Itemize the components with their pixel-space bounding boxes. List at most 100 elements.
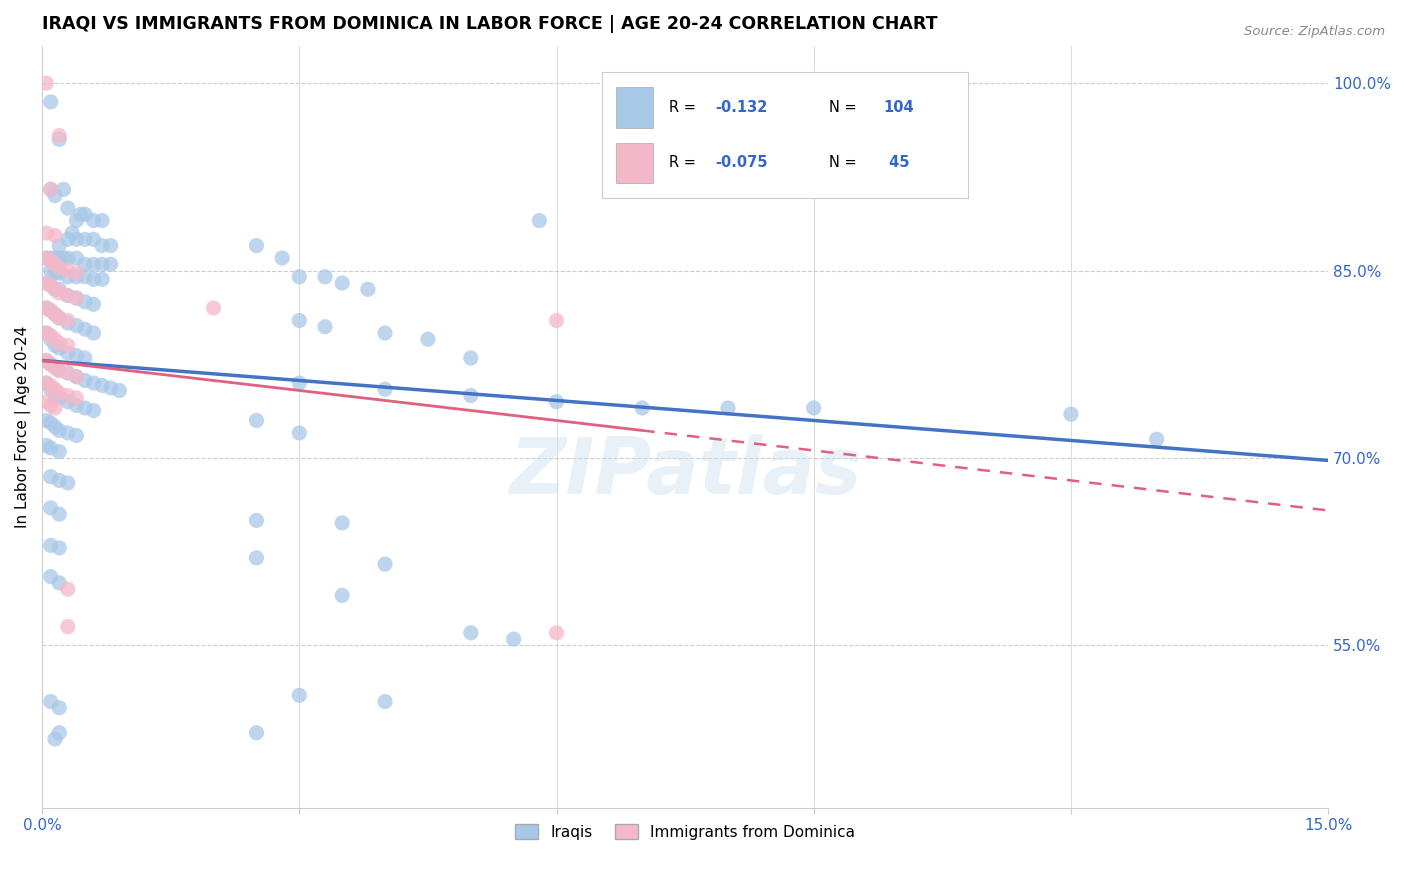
Point xyxy=(39,357,62,371)
Point xyxy=(288,425,311,440)
Point xyxy=(56,251,79,265)
Point xyxy=(1060,407,1083,421)
Point xyxy=(48,507,70,521)
Point xyxy=(65,428,87,442)
Point xyxy=(44,332,66,346)
Point xyxy=(39,399,62,413)
Point xyxy=(48,266,70,280)
Point xyxy=(35,226,58,240)
Point xyxy=(717,401,740,415)
Point xyxy=(44,228,66,243)
Point xyxy=(56,582,79,596)
Point xyxy=(374,382,396,396)
Point xyxy=(374,557,396,571)
Point xyxy=(44,338,66,352)
Point xyxy=(56,425,79,440)
Point xyxy=(73,401,96,415)
Point xyxy=(65,269,87,284)
Point xyxy=(245,238,267,252)
Point xyxy=(48,391,70,405)
Point xyxy=(35,438,58,452)
Point xyxy=(48,575,70,590)
Point xyxy=(245,413,267,427)
Point xyxy=(39,332,62,346)
Point xyxy=(48,238,70,252)
Point xyxy=(56,313,79,327)
Point xyxy=(44,282,66,296)
Point xyxy=(73,351,96,365)
Point xyxy=(44,388,66,402)
Point xyxy=(83,257,105,271)
Point xyxy=(65,369,87,384)
Point xyxy=(374,326,396,340)
Point xyxy=(73,294,96,309)
Point xyxy=(73,269,96,284)
Point xyxy=(35,76,58,90)
Point xyxy=(271,251,294,265)
Point xyxy=(330,276,353,290)
Point xyxy=(48,260,70,275)
Point xyxy=(39,441,62,455)
Point xyxy=(65,291,87,305)
Point xyxy=(65,213,87,227)
Point xyxy=(39,328,62,343)
Point xyxy=(56,316,79,330)
Point xyxy=(48,386,70,401)
Point xyxy=(44,307,66,321)
Point xyxy=(44,732,66,747)
Point xyxy=(288,688,311,702)
Point xyxy=(39,378,62,392)
Point xyxy=(245,513,267,527)
Point xyxy=(460,625,482,640)
Point xyxy=(546,625,568,640)
Point xyxy=(73,257,96,271)
Point xyxy=(48,336,70,351)
Point xyxy=(44,382,66,396)
Point xyxy=(39,182,62,196)
Point xyxy=(44,361,66,376)
Point xyxy=(48,251,70,265)
Point xyxy=(56,201,79,215)
Point xyxy=(35,353,58,368)
Point xyxy=(39,263,62,277)
Point xyxy=(330,516,353,530)
Point xyxy=(39,278,62,293)
Y-axis label: In Labor Force | Age 20-24: In Labor Force | Age 20-24 xyxy=(15,326,31,528)
Point xyxy=(35,251,58,265)
Point xyxy=(39,182,62,196)
Point xyxy=(56,394,79,409)
Point xyxy=(288,376,311,390)
Point xyxy=(35,413,58,427)
Point xyxy=(35,394,58,409)
Point xyxy=(56,346,79,360)
Point xyxy=(35,353,58,368)
Point xyxy=(48,541,70,555)
Point xyxy=(65,399,87,413)
Point xyxy=(73,232,96,246)
Point xyxy=(245,726,267,740)
Point xyxy=(529,213,551,227)
Point xyxy=(44,419,66,434)
Point xyxy=(44,251,66,265)
Point xyxy=(39,278,62,293)
Point xyxy=(357,282,380,296)
Point xyxy=(48,363,70,377)
Point xyxy=(44,188,66,202)
Point xyxy=(48,132,70,146)
Point xyxy=(48,424,70,438)
Point xyxy=(48,286,70,301)
Point xyxy=(35,276,58,290)
Point xyxy=(803,401,825,415)
Point xyxy=(39,416,62,430)
Point xyxy=(48,311,70,326)
Point xyxy=(65,349,87,363)
Point xyxy=(546,313,568,327)
Point xyxy=(39,694,62,708)
Point xyxy=(83,297,105,311)
Point xyxy=(460,388,482,402)
Point xyxy=(546,394,568,409)
Point xyxy=(56,288,79,302)
Point xyxy=(202,301,225,315)
Point xyxy=(39,500,62,515)
Point xyxy=(48,726,70,740)
